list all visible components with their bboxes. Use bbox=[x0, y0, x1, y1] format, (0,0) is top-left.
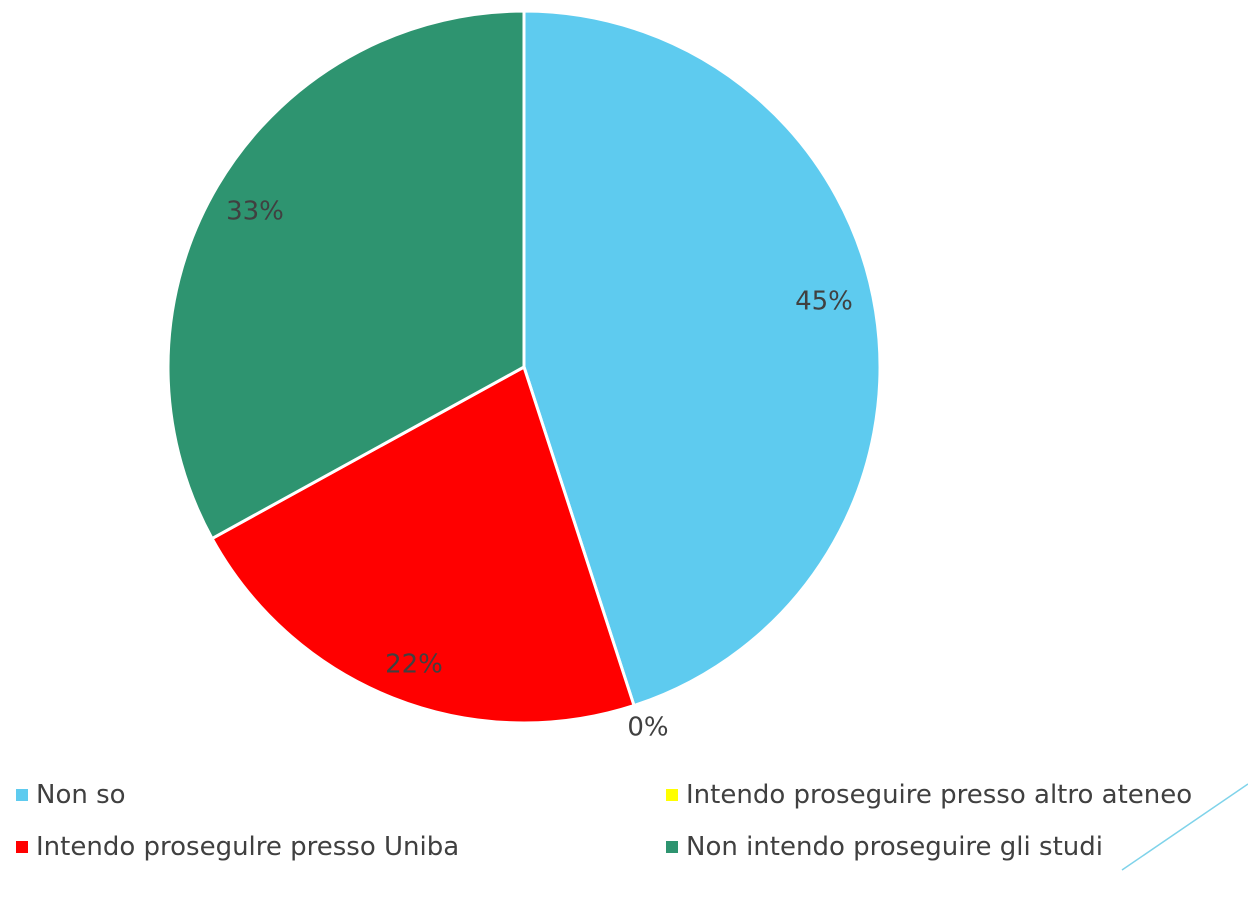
pie-slice-2 bbox=[210, 365, 636, 725]
data-label-0: 45% bbox=[795, 287, 853, 317]
pie-slices bbox=[166, 9, 882, 725]
data-labels: 45% 0% 22% 33% bbox=[226, 197, 853, 743]
data-label-3: 33% bbox=[226, 197, 284, 227]
decorative-line bbox=[1121, 783, 1248, 871]
data-label-2: 22% bbox=[385, 650, 443, 680]
pie-slice-3 bbox=[166, 9, 526, 541]
data-label-1: 0% bbox=[627, 713, 668, 743]
pie-slice-0 bbox=[522, 9, 882, 708]
